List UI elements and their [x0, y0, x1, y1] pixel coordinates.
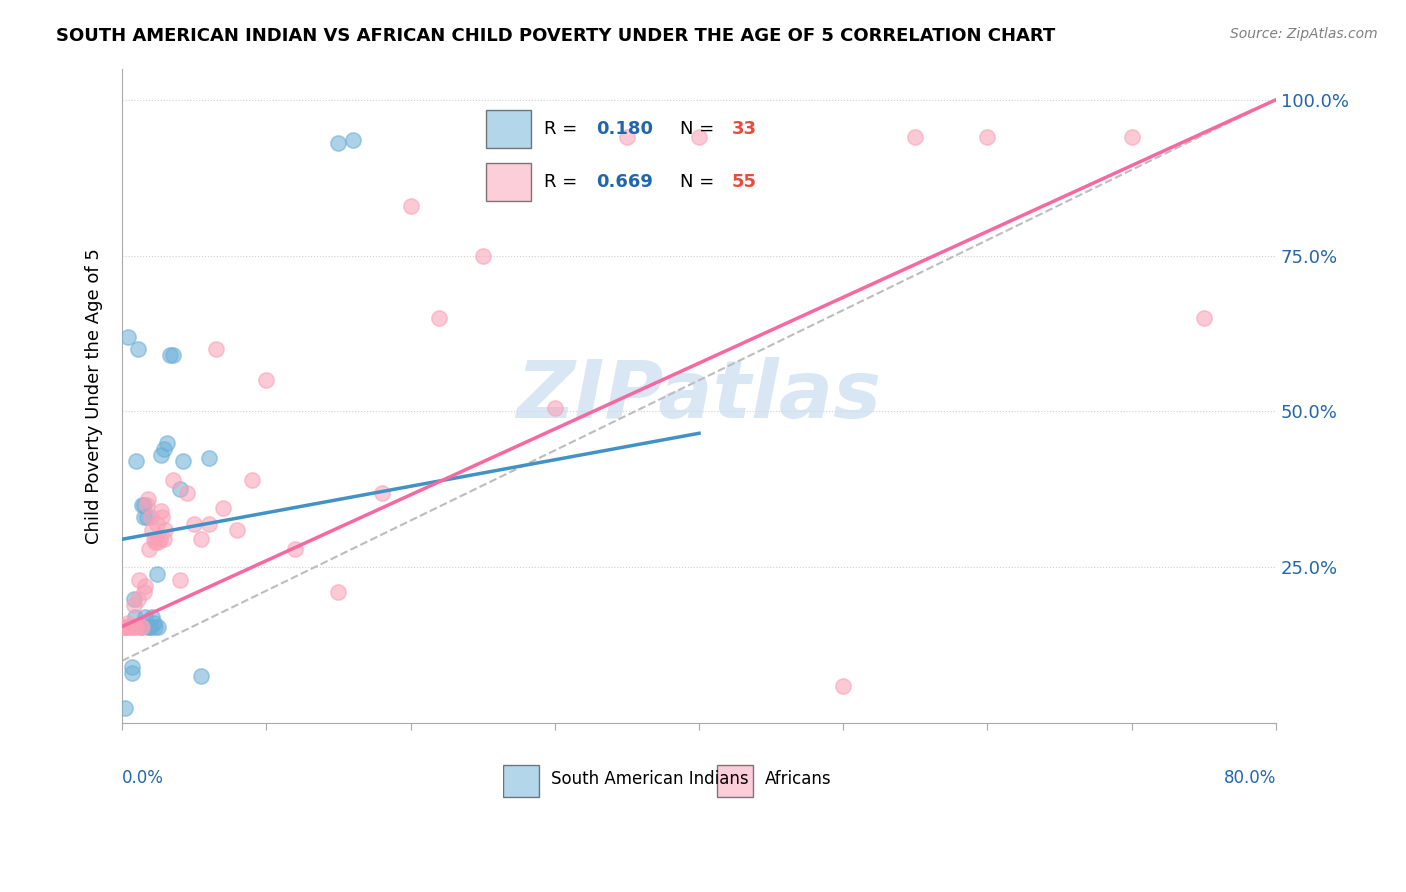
Point — [155, 523, 177, 537]
Point — [115, 619, 138, 633]
Point — [370, 485, 392, 500]
Text: 80.0%: 80.0% — [1223, 769, 1277, 787]
Point — [544, 401, 567, 416]
Point — [399, 199, 422, 213]
Point — [284, 541, 307, 556]
Point — [172, 454, 194, 468]
Point — [226, 523, 249, 537]
Point — [114, 700, 136, 714]
Point — [150, 448, 173, 462]
Point — [169, 573, 191, 587]
Text: 0.0%: 0.0% — [122, 769, 165, 787]
Point — [121, 666, 143, 681]
Point — [169, 483, 191, 497]
Point — [328, 136, 350, 151]
Point — [131, 498, 153, 512]
Point — [976, 130, 998, 145]
Point — [148, 533, 170, 547]
Point — [132, 585, 155, 599]
Point — [135, 510, 157, 524]
Point — [129, 619, 152, 633]
Point — [145, 516, 167, 531]
Text: SOUTH AMERICAN INDIAN VS AFRICAN CHILD POVERTY UNDER THE AGE OF 5 CORRELATION CH: SOUTH AMERICAN INDIAN VS AFRICAN CHILD P… — [56, 27, 1056, 45]
Point — [146, 619, 169, 633]
Point — [124, 619, 146, 633]
Point — [120, 619, 142, 633]
Point — [138, 541, 160, 556]
Point — [112, 619, 135, 633]
Point — [134, 610, 156, 624]
Point — [132, 498, 155, 512]
Point — [342, 133, 364, 147]
Point — [139, 619, 162, 633]
Point — [190, 669, 212, 683]
Point — [1121, 130, 1143, 145]
Point — [832, 679, 855, 693]
Point — [162, 473, 184, 487]
Point — [139, 510, 162, 524]
Point — [125, 454, 148, 468]
Point — [117, 329, 139, 343]
Point — [427, 310, 450, 325]
Point — [141, 610, 163, 624]
Point — [121, 660, 143, 674]
Point — [1192, 310, 1215, 325]
Point — [129, 619, 152, 633]
Point — [121, 619, 143, 633]
Point — [152, 510, 174, 524]
Point — [150, 504, 173, 518]
Point — [328, 585, 350, 599]
Point — [153, 533, 176, 547]
Point — [136, 491, 159, 506]
Point — [114, 619, 136, 633]
Point — [176, 485, 198, 500]
Point — [127, 342, 149, 356]
Point — [142, 533, 165, 547]
Point — [127, 591, 149, 606]
Point — [136, 619, 159, 633]
Point — [146, 535, 169, 549]
Point — [204, 342, 226, 356]
Point — [156, 435, 179, 450]
Point — [145, 566, 167, 581]
Point — [471, 249, 494, 263]
Point — [904, 130, 927, 145]
Point — [190, 533, 212, 547]
Point — [183, 516, 205, 531]
Point — [125, 619, 148, 633]
Point — [153, 442, 176, 456]
Text: ZIPatlas: ZIPatlas — [516, 357, 882, 435]
Point — [122, 591, 145, 606]
Point — [197, 516, 219, 531]
Point — [138, 619, 160, 633]
Point — [197, 451, 219, 466]
Point — [134, 579, 156, 593]
Point — [128, 573, 150, 587]
Point — [118, 619, 141, 633]
Point — [135, 498, 157, 512]
Point — [688, 130, 710, 145]
Point — [143, 619, 166, 633]
Point — [142, 616, 165, 631]
Point — [162, 348, 184, 362]
Point — [254, 373, 277, 387]
Point — [122, 598, 145, 612]
Point — [124, 610, 146, 624]
Point — [131, 619, 153, 633]
Point — [132, 510, 155, 524]
Text: Source: ZipAtlas.com: Source: ZipAtlas.com — [1230, 27, 1378, 41]
Point — [143, 535, 166, 549]
Y-axis label: Child Poverty Under the Age of 5: Child Poverty Under the Age of 5 — [86, 248, 103, 544]
Point — [616, 130, 638, 145]
Point — [159, 348, 181, 362]
Point — [141, 523, 163, 537]
Point — [212, 501, 235, 516]
Point — [117, 616, 139, 631]
Point — [240, 473, 263, 487]
